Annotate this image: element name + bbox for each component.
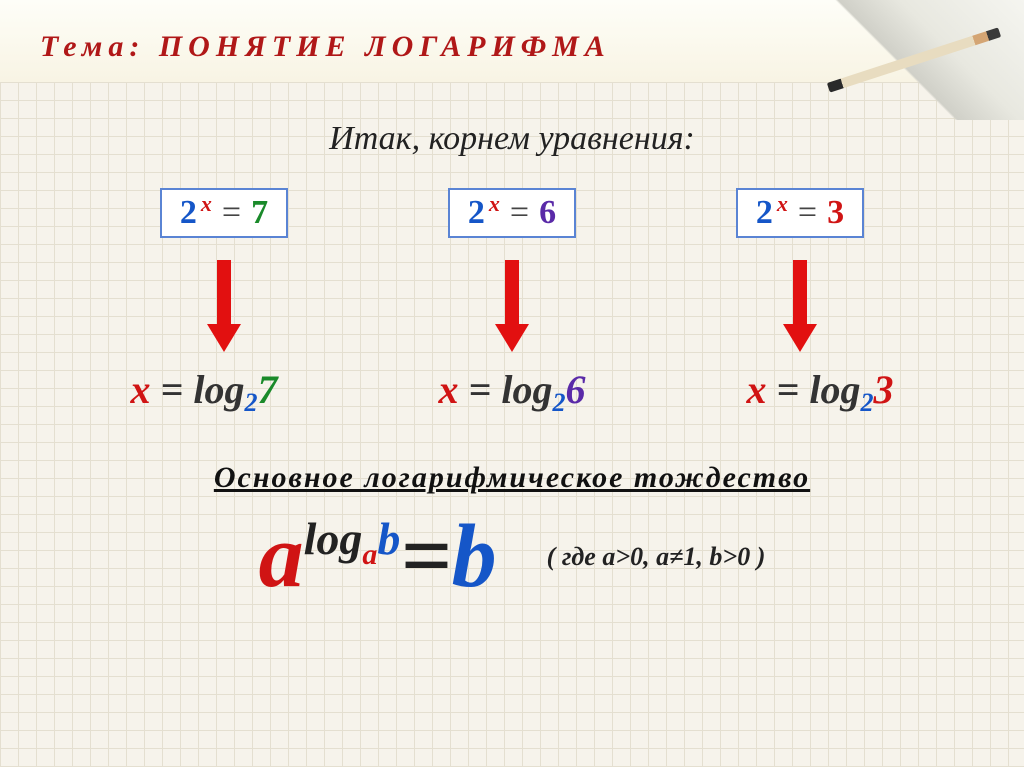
identity-row: a logab = b ( где a>0, a≠1, b>0 ): [40, 505, 984, 608]
log-sub: 2: [244, 388, 257, 417]
log-row: x = log27 x = log26 x = log23: [50, 366, 974, 413]
log-eq: =: [151, 367, 194, 412]
log-word: log: [193, 367, 244, 412]
eq-exponent: x: [201, 191, 212, 217]
log-arg: 7: [257, 367, 277, 412]
eq-sign: =: [510, 194, 529, 232]
eq-exponent: x: [489, 191, 500, 217]
equation-row: 2 x = 7 2 x = 6 2 x = 3: [80, 188, 944, 238]
down-arrow-icon: [495, 260, 529, 352]
arrow-row: [80, 260, 944, 352]
log-arg: 3: [873, 367, 893, 412]
eq-base: 2: [756, 194, 773, 232]
identity-formula: a logab = b: [259, 505, 497, 608]
log-expression: x = log26: [439, 366, 586, 413]
eq-rhs: 3: [827, 194, 844, 232]
identity-title: Основное логарифмическое тождество: [40, 461, 984, 495]
eq-rhs: 7: [251, 194, 268, 232]
equation-box: 2 x = 6: [448, 188, 576, 238]
identity-a: a: [259, 505, 304, 608]
log-arg: 6: [565, 367, 585, 412]
eq-sign: =: [222, 194, 241, 232]
log-x: x: [439, 367, 459, 412]
log-expression: x = log27: [131, 366, 278, 413]
log-sub: 2: [552, 388, 565, 417]
log-eq: =: [767, 367, 810, 412]
identity-eq: =: [400, 505, 451, 608]
log-x: x: [131, 367, 151, 412]
down-arrow-icon: [783, 260, 817, 352]
eq-sign: =: [798, 194, 817, 232]
log-word: log: [809, 367, 860, 412]
content-area: Итак, корнем уравнения: 2 x = 7 2 x = 6 …: [0, 82, 1024, 767]
equation-box: 2 x = 3: [736, 188, 864, 238]
log-expression: x = log23: [747, 366, 894, 413]
identity-exponent: logab: [304, 512, 401, 565]
subtitle: Итак, корнем уравнения:: [40, 120, 984, 158]
down-arrow-icon: [207, 260, 241, 352]
eq-rhs: 6: [539, 194, 556, 232]
log-x: x: [747, 367, 767, 412]
identity-b: b: [452, 505, 497, 608]
identity-log: log: [304, 512, 363, 565]
equation-box: 2 x = 7: [160, 188, 288, 238]
log-sub: 2: [860, 388, 873, 417]
eq-base: 2: [180, 194, 197, 232]
log-word: log: [501, 367, 552, 412]
eq-exponent: x: [777, 191, 788, 217]
log-eq: =: [459, 367, 502, 412]
identity-bsup: b: [377, 512, 400, 565]
identity-sub: a: [362, 538, 377, 572]
eq-base: 2: [468, 194, 485, 232]
identity-condition: ( где a>0, a≠1, b>0 ): [547, 542, 766, 572]
